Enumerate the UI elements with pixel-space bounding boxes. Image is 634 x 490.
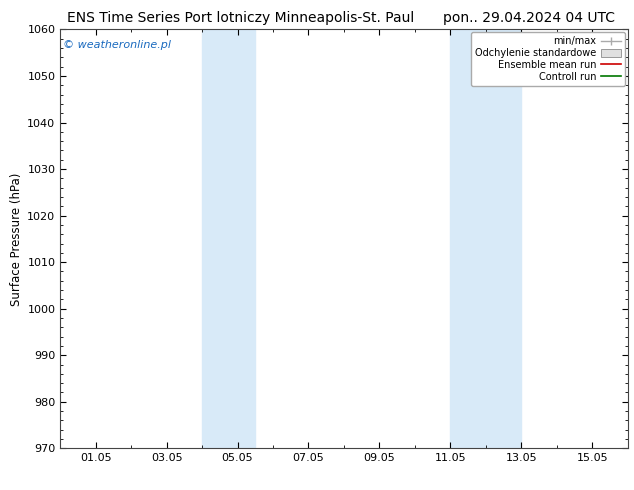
Text: ENS Time Series Port lotniczy Minneapolis-St. Paul: ENS Time Series Port lotniczy Minneapoli… bbox=[67, 11, 415, 25]
Bar bbox=[450, 29, 521, 448]
Text: pon.. 29.04.2024 04 UTC: pon.. 29.04.2024 04 UTC bbox=[443, 11, 615, 25]
Y-axis label: Surface Pressure (hPa): Surface Pressure (hPa) bbox=[10, 172, 23, 306]
Bar bbox=[202, 29, 256, 448]
Text: © weatheronline.pl: © weatheronline.pl bbox=[63, 40, 171, 50]
Legend: min/max, Odchylenie standardowe, Ensemble mean run, Controll run: min/max, Odchylenie standardowe, Ensembl… bbox=[472, 32, 624, 86]
